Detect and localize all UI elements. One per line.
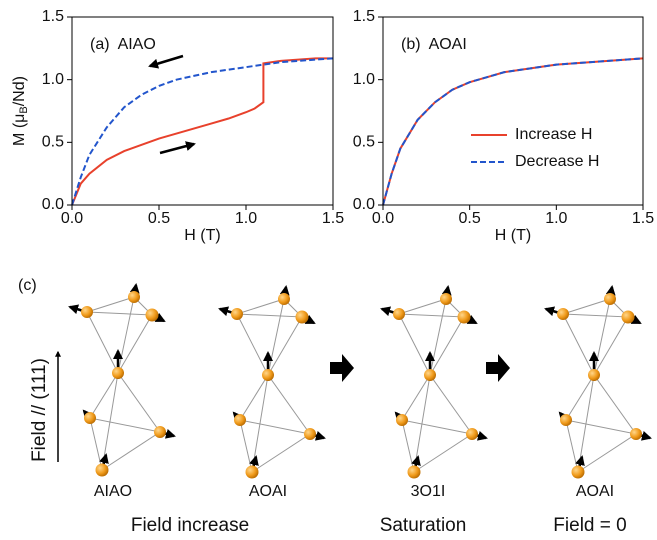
y-axis-label: M (μB/Nd) (11, 76, 30, 146)
panel-label: (c) (18, 277, 37, 294)
legend-label: Increase H (515, 126, 592, 143)
line (382, 57, 644, 206)
y-axis-label-part: M (μ (11, 114, 28, 146)
annotation: (b) AOAI (401, 36, 467, 53)
x-tick-label: 0.0 (372, 210, 394, 227)
x-tick-label: 0.5 (459, 210, 481, 227)
state-label: 3O1I (411, 483, 446, 500)
x-axis-label: H (T) (184, 227, 220, 244)
stage-label: Saturation (380, 515, 467, 536)
tetrahedra-3o1i (382, 287, 486, 479)
x-tick-label: 0.0 (61, 210, 83, 227)
field-axis-label: Field // (111) (29, 358, 50, 462)
y-tick-label: 1.5 (42, 8, 64, 25)
y-tick-label: 1.0 (353, 71, 375, 88)
x-tick-label: 1.0 (545, 210, 567, 227)
x-tick-label: 1.5 (632, 210, 654, 227)
plot-frame (382, 16, 644, 206)
tetrahedra-aoai-2 (546, 287, 650, 479)
plot-frame (71, 16, 334, 206)
y-axis-label-part: B (18, 106, 30, 113)
panel-c: (c) Field // (111) AIAO AOAI 3O1I AOAI F… (18, 277, 650, 536)
state-label: AOAI (249, 483, 287, 500)
state-label: AIAO (94, 483, 132, 500)
legend-label: Decrease H (515, 153, 599, 170)
line (71, 57, 334, 206)
arrows-a (148, 54, 196, 155)
stage-label: Field increase (131, 515, 249, 536)
tetrahedra-aiao (70, 285, 174, 477)
x-tick-label: 1.5 (322, 210, 344, 227)
y-tick-label: 0.5 (42, 134, 64, 151)
y-axis-label-part: /Nd) (11, 76, 28, 106)
x-axis-label: H (T) (495, 227, 531, 244)
x-tick-label: 1.0 (235, 210, 257, 227)
x-tick-label: 0.5 (148, 210, 170, 227)
y-tick-label: 1.0 (42, 71, 64, 88)
line (71, 57, 333, 206)
y-tick-label: 1.5 (353, 8, 375, 25)
step-arrow (486, 354, 510, 382)
tetrahedra-aoai (220, 287, 324, 479)
state-label: AOAI (576, 483, 614, 500)
annotation: (a) AIAO (90, 36, 156, 53)
y-tick-label: 0.0 (353, 196, 375, 213)
stage-label: Field = 0 (553, 515, 626, 536)
y-tick-label: 0.5 (353, 134, 375, 151)
y-tick-label: 0.0 (42, 196, 64, 213)
step-arrow (330, 354, 354, 382)
line (382, 57, 644, 206)
